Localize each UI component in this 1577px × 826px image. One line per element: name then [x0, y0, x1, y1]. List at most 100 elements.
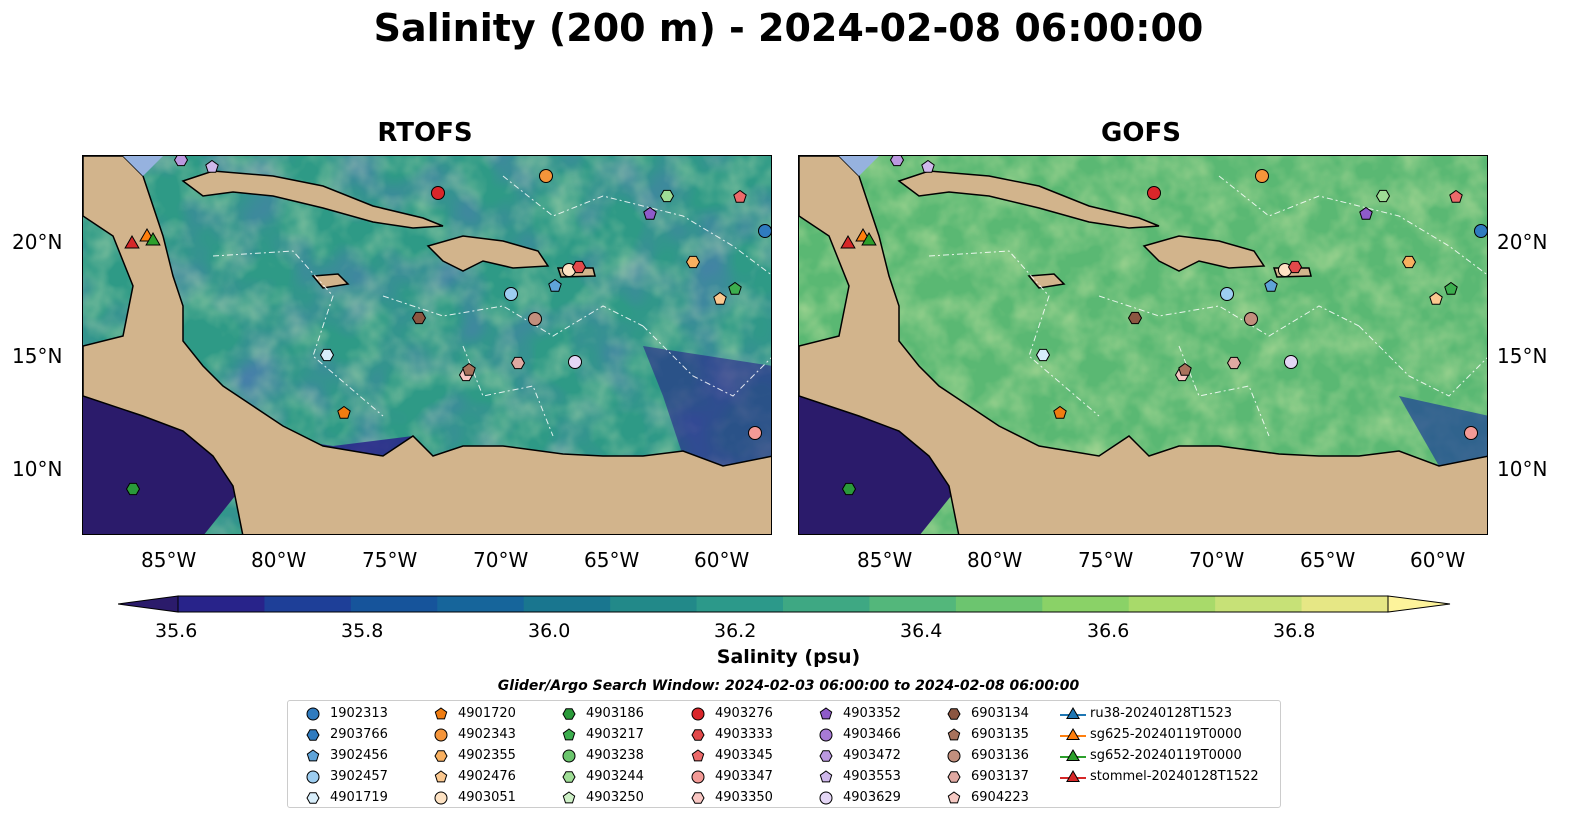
- legend-marker: [947, 771, 961, 783]
- pacific-deep-water: [799, 396, 959, 534]
- legend-marker: [306, 792, 320, 804]
- marker-3902457: [1220, 287, 1234, 301]
- legend-label: 4902476: [458, 769, 516, 784]
- lat-label-15n-right: 15°N: [1497, 344, 1548, 368]
- colorbar-segment: [178, 596, 265, 612]
- marker-4903629: [1284, 355, 1298, 369]
- colorbar-segment: [1128, 596, 1216, 612]
- colorbar-tick-36-6: 36.6: [1087, 620, 1130, 642]
- jamaica-land: [311, 273, 350, 289]
- legend-label: 6904223: [971, 790, 1029, 805]
- legend-marker: [691, 707, 705, 721]
- marker-4902476: [1429, 291, 1443, 305]
- marker-4903472: [889, 156, 905, 167]
- legend-marker: [434, 770, 448, 783]
- legend-label: sg652-20240119T0000: [1090, 748, 1242, 763]
- marker-4903333: [1287, 260, 1303, 274]
- colorbar-segment: [1301, 596, 1389, 612]
- marker-4903217: [1444, 281, 1458, 295]
- map-rtofs-canvas: [83, 156, 771, 534]
- colorbar-segment: [610, 596, 698, 612]
- marker-4902476: [713, 291, 727, 305]
- legend-marker: [434, 707, 448, 720]
- legend-label: 4903217: [586, 727, 644, 742]
- legend-label: 1902313: [330, 706, 388, 721]
- legend-label: ru38-20240128T1523: [1090, 706, 1233, 721]
- marker-4902355: [1401, 255, 1417, 269]
- legend-marker: [434, 750, 448, 762]
- legend-label: 4903466: [843, 727, 901, 742]
- lon-label-75w-gofs: 75°W: [1078, 548, 1134, 572]
- legend-label: 4902355: [458, 748, 516, 763]
- legend-label: 4903629: [843, 790, 901, 805]
- legend-marker: [562, 771, 576, 783]
- lat-label-20n-right: 20°N: [1497, 230, 1548, 254]
- lat-label-15n-left: 15°N: [12, 344, 63, 368]
- legend-marker: [819, 750, 833, 762]
- pacific-deep-water: [83, 396, 243, 534]
- cuba-land: [181, 170, 444, 229]
- colorbar-tick-35-8: 35.8: [341, 620, 384, 642]
- panel-title-rtofs: RTOFS: [377, 118, 473, 148]
- marker-6903135: [1178, 362, 1192, 376]
- lon-label-65w-rtofs: 65°W: [584, 548, 640, 572]
- map-gofs-canvas: [799, 156, 1487, 534]
- legend-marker: [947, 708, 961, 720]
- colorbar-tick-35-6: 35.6: [155, 620, 198, 642]
- legend-marker: [819, 707, 833, 720]
- legend-marker: [306, 770, 320, 784]
- colorbar-segments: [178, 596, 1389, 612]
- legend-marker: [691, 792, 705, 804]
- legend-label: 2903766: [330, 727, 388, 742]
- legend-marker: [562, 791, 576, 804]
- legend-label: 4903051: [458, 790, 516, 805]
- lon-label-85w-gofs: 85°W: [857, 548, 913, 572]
- marker-4903186: [841, 482, 857, 496]
- colorbar-segment: [350, 596, 438, 612]
- colorbar-segment: [1215, 596, 1303, 612]
- colorbar-frame: [177, 595, 1389, 613]
- marker-sg652-20240119T0000: [861, 231, 877, 246]
- marker-4903186: [125, 482, 141, 496]
- legend-label: 4903345: [715, 748, 773, 763]
- lon-label-85w-rtofs: 85°W: [141, 548, 197, 572]
- legend-label: 3902457: [330, 769, 388, 784]
- legend-label: 4901720: [458, 706, 516, 721]
- cuba-land: [897, 170, 1160, 229]
- colorbar-segment: [955, 596, 1043, 612]
- marker-4903629: [568, 355, 582, 369]
- marker-4903553: [205, 159, 219, 173]
- legend-label: 4903276: [715, 706, 773, 721]
- jamaica-land: [1027, 273, 1066, 289]
- colorbar-low-extend: [118, 595, 179, 613]
- lon-label-80w-gofs: 80°W: [967, 548, 1023, 572]
- marker-3902456: [1264, 278, 1278, 292]
- legend-label: 6903134: [971, 706, 1029, 721]
- marker-4903352: [643, 206, 657, 220]
- lat-label-20n-left: 20°N: [12, 230, 63, 254]
- marker-4903333: [571, 260, 587, 274]
- marker-4902343: [539, 169, 553, 183]
- colorbar-label: Salinity (psu): [716, 646, 861, 668]
- legend-label: 4903238: [586, 748, 644, 763]
- legend-label: 4903250: [586, 790, 644, 805]
- legend-marker: [691, 729, 705, 741]
- colorbar-tick-36-0: 36.0: [528, 620, 571, 642]
- marker-6903136: [1244, 312, 1258, 326]
- marker-4903472: [173, 156, 189, 167]
- legend-label: 4903553: [843, 769, 901, 784]
- legend-marker: [562, 708, 576, 720]
- legend-label: 6903135: [971, 727, 1029, 742]
- legend-marker: [434, 791, 448, 805]
- colorbar: [118, 595, 1451, 613]
- marker-4903244: [659, 189, 675, 203]
- legend-marker: [434, 728, 448, 742]
- marker-4903244: [1375, 189, 1391, 203]
- colorbar-segment: [869, 596, 957, 612]
- colorbar-tick-36-2: 36.2: [714, 620, 757, 642]
- legend: 1902313 2903766 3902456 3902457 4901719 49017…: [287, 700, 1281, 808]
- legend-marker: [1060, 770, 1086, 782]
- shelf-yucatan: [83, 156, 163, 176]
- lon-label-70w-gofs: 70°W: [1189, 548, 1245, 572]
- marker-1902313: [1474, 224, 1487, 238]
